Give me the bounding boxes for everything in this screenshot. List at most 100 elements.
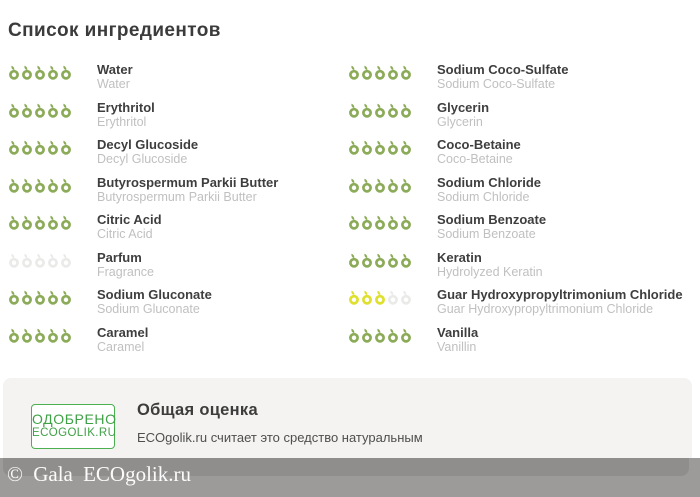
- ingredient-names: Sodium Chloride Sodium Chloride: [437, 175, 541, 204]
- fruit-rating-icon: [9, 178, 19, 193]
- ingredient-names: Caramel Caramel: [97, 325, 148, 354]
- ingredient-inci-name: Fragrance: [97, 264, 154, 279]
- fruit-rating-icon: [48, 290, 58, 305]
- fruit-rating-icon: [61, 215, 71, 230]
- ingredient-rating: [348, 287, 412, 305]
- ingredient-names: Citric Acid Citric Acid: [97, 212, 162, 241]
- ingredient-inci-name: Sodium Benzoate: [437, 227, 536, 241]
- fruit-rating-icon: [401, 328, 411, 343]
- ingredient-names: Parfum Fragrance: [97, 250, 154, 279]
- fruit-rating-icon: [349, 215, 359, 230]
- fruit-rating-icon: [349, 65, 359, 80]
- fruit-rating-icon: [349, 328, 359, 343]
- ingredient-rating: [348, 100, 412, 118]
- fruit-rating-icon: [22, 103, 32, 118]
- ingredient-name[interactable]: Water: [97, 62, 133, 77]
- ingredient-row: Caramel Caramel: [8, 325, 348, 354]
- ingredient-row: Glycerin Glycerin: [348, 100, 692, 129]
- ingredient-name[interactable]: Citric Acid: [97, 212, 162, 227]
- fruit-rating-icon: [388, 328, 398, 343]
- ingredient-rating: [8, 137, 72, 155]
- fruit-rating-icon: [401, 103, 411, 118]
- overall-rating-title: Общая оценка: [137, 401, 258, 419]
- ingredient-row: Guar Hydroxypropyltrimonium Chloride Guar…: [348, 287, 692, 316]
- ingredient-rating: [348, 137, 412, 155]
- fruit-rating-icon: [9, 290, 19, 305]
- page-footer: © Gala ECOgolik.ru: [0, 458, 700, 497]
- ingredient-inci-name: Citric Acid: [97, 227, 153, 241]
- fruit-rating-icon: [61, 290, 71, 305]
- ingredient-inci-name: Decyl Glucoside: [97, 152, 188, 166]
- fruit-rating-icon: [61, 253, 71, 268]
- ingredient-name[interactable]: Glycerin: [437, 99, 490, 115]
- fruit-rating-icon: [362, 215, 372, 230]
- copyright-text: © Gala ECOgolik.ru: [7, 462, 192, 486]
- ingredient-inci-name: Vanillin: [437, 339, 477, 354]
- ingredient-name[interactable]: Sodium Coco-Sulfate: [437, 62, 569, 77]
- fruit-rating-icon: [349, 178, 359, 193]
- ingredient-name[interactable]: Sodium Benzoate: [437, 212, 547, 227]
- ingredient-names: Water Water: [97, 62, 133, 91]
- ingredient-inci-name: Water: [97, 77, 130, 91]
- fruit-rating-icon: [349, 140, 359, 155]
- ingredient-inci-name: Butyrospermum Parkii Butter: [97, 189, 257, 204]
- fruit-rating-icon: [375, 65, 385, 80]
- ingredient-names: Butyrospermum Parkii Butter Butyrospermum…: [97, 175, 278, 204]
- fruit-rating-icon: [9, 103, 19, 118]
- ingredient-row: Parfum Fragrance: [8, 250, 348, 279]
- ingredient-name[interactable]: Caramel: [97, 324, 149, 340]
- fruit-rating-icon: [9, 65, 19, 80]
- fruit-rating-icon: [35, 178, 45, 193]
- footer-bar: [3, 458, 689, 476]
- ingredient-name[interactable]: Coco-Betaine: [437, 137, 521, 152]
- fruit-rating-icon: [48, 328, 58, 343]
- ingredient-rating: [348, 325, 412, 343]
- fruit-rating-icon: [61, 65, 71, 80]
- fruit-rating-icon: [375, 103, 385, 118]
- ingredient-row: Sodium Benzoate Sodium Benzoate: [348, 212, 692, 241]
- fruit-rating-icon: [349, 290, 359, 305]
- fruit-rating-icon: [375, 253, 385, 268]
- fruit-rating-icon: [48, 103, 58, 118]
- approved-badge: ОДОБРЕНО ECOGOLIK.RU: [31, 404, 117, 449]
- fruit-rating-icon: [61, 140, 71, 155]
- ingredient-name[interactable]: Erythritol: [97, 99, 155, 115]
- ingredient-name[interactable]: Guar Hydroxypropyltrimonium Chloride: [437, 287, 683, 302]
- fruit-rating-icon: [375, 328, 385, 343]
- fruit-rating-icon: [61, 103, 71, 118]
- ingredient-inci-name: Coco-Betaine: [437, 152, 513, 166]
- ingredient-row: Decyl Glucoside Decyl Glucoside: [8, 137, 348, 166]
- fruit-rating-icon: [375, 140, 385, 155]
- fruit-rating-icon: [362, 140, 372, 155]
- fruit-rating-icon: [401, 253, 411, 268]
- fruit-rating-icon: [9, 328, 19, 343]
- fruit-rating-icon: [35, 215, 45, 230]
- fruit-rating-icon: [388, 65, 398, 80]
- fruit-rating-icon: [362, 290, 372, 305]
- ingredient-row: Sodium Coco-Sulfate Sodium Coco-Sulfate: [348, 62, 692, 91]
- overall-rating-text: ECOgolik.ru считает это средство натурал…: [137, 430, 423, 445]
- ingredient-names: Sodium Benzoate Sodium Benzoate: [437, 212, 546, 241]
- ingredient-name[interactable]: Parfum: [97, 249, 142, 265]
- ingredients-list: Water Water Erythritol Erythritol Decyl Gluc…: [8, 62, 700, 362]
- ingredient-rating: [348, 175, 412, 193]
- ingredients-column-left: Water Water Erythritol Erythritol Decyl Gluc…: [8, 62, 348, 362]
- ingredient-rating: [8, 62, 72, 80]
- ingredient-name[interactable]: Butyrospermum Parkii Butter: [97, 174, 279, 190]
- fruit-rating-icon: [388, 178, 398, 193]
- ingredient-name[interactable]: Decyl Glucoside: [97, 137, 199, 152]
- fruit-rating-icon: [22, 253, 32, 268]
- ingredient-name[interactable]: Sodium Gluconate: [97, 287, 212, 302]
- ingredient-names: Vanilla Vanillin: [437, 325, 478, 354]
- fruit-rating-icon: [9, 215, 19, 230]
- approved-badge-line1: ОДОБРЕНО: [32, 411, 117, 427]
- ingredient-names: Decyl Glucoside Decyl Glucoside: [97, 137, 198, 166]
- ingredient-name[interactable]: Keratin: [437, 249, 482, 265]
- fruit-rating-icon: [48, 65, 58, 80]
- ingredient-row: Sodium Chloride Sodium Chloride: [348, 175, 692, 204]
- ingredient-name[interactable]: Vanilla: [437, 324, 479, 340]
- fruit-rating-icon: [388, 215, 398, 230]
- ingredient-names: Erythritol Erythritol: [97, 100, 155, 129]
- ingredient-name[interactable]: Sodium Chloride: [437, 174, 541, 190]
